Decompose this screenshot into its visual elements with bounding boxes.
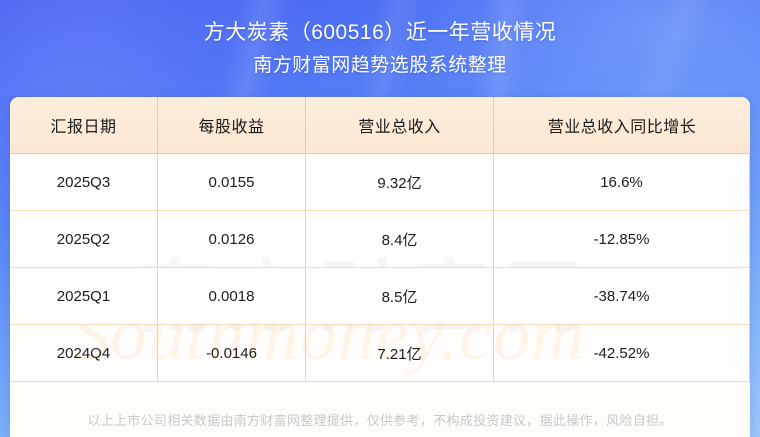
cell-revenue: 8.4亿	[306, 211, 494, 267]
cell-revenue: 8.5亿	[306, 268, 494, 324]
cell-growth: -12.85%	[494, 211, 750, 267]
column-header-date: 汇报日期	[10, 97, 158, 153]
cell-eps: 0.0126	[158, 211, 306, 267]
cell-growth: 16.6%	[494, 154, 750, 210]
column-header-eps: 每股收益	[158, 97, 306, 153]
financial-table: 汇报日期 每股收益 营业总收入 营业总收入同比增长 2025Q3 0.0155 …	[10, 97, 750, 382]
disclaimer-text: 以上上市公司相关数据由南方财富网整理提供，仅供参考，不构成投资建议，据此操作，风…	[87, 412, 673, 428]
cell-revenue: 9.32亿	[306, 154, 494, 210]
cell-eps: 0.0018	[158, 268, 306, 324]
column-header-revenue: 营业总收入	[306, 97, 494, 153]
footer: 以上上市公司相关数据由南方财富网整理提供，仅供参考，不构成投资建议，据此操作，风…	[10, 401, 750, 437]
table-row: 2025Q1 0.0018 8.5亿 -38.74%	[10, 268, 750, 325]
cell-growth: -38.74%	[494, 268, 750, 324]
cell-eps: -0.0146	[158, 325, 306, 381]
table-row: 2024Q4 -0.0146 7.21亿 -42.52%	[10, 325, 750, 382]
cell-growth: -42.52%	[494, 325, 750, 381]
table-header-row: 汇报日期 每股收益 营业总收入 营业总收入同比增长	[10, 97, 750, 154]
header: 方大炭素（600516）近一年营收情况 南方财富网趋势选股系统整理	[0, 18, 760, 81]
table-row: 2025Q2 0.0126 8.4亿 -12.85%	[10, 211, 750, 268]
cell-date: 2025Q3	[10, 154, 158, 210]
column-header-growth: 营业总收入同比增长	[547, 119, 697, 136]
cell-date: 2025Q2	[10, 211, 158, 267]
page-title: 方大炭素（600516）近一年营收情况	[203, 21, 557, 44]
cell-eps: 0.0155	[158, 154, 306, 210]
page-subtitle: 南方财富网趋势选股系统整理	[253, 55, 507, 76]
cell-date: 2024Q4	[10, 325, 158, 381]
cell-date: 2025Q1	[10, 268, 158, 324]
data-card: 南方财富网 Southmoney.com 汇报日期 每股收益 营业总收入 营业总…	[10, 97, 750, 437]
cell-revenue: 7.21亿	[306, 325, 494, 381]
table-row: 2025Q3 0.0155 9.32亿 16.6%	[10, 154, 750, 211]
